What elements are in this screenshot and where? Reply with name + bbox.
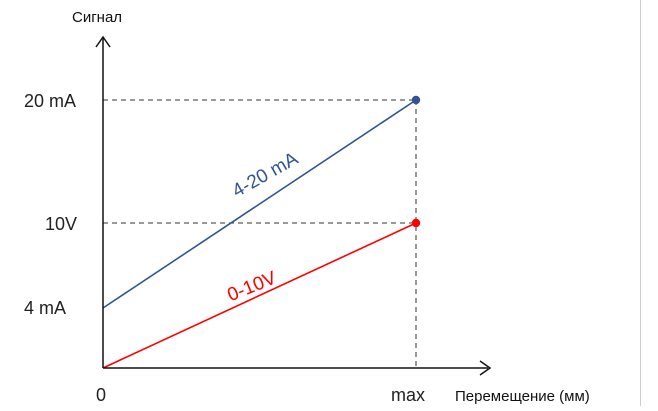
y-tick-label-10v: 10V bbox=[45, 214, 77, 234]
series-line-1 bbox=[102, 222, 417, 369]
y-axis-arrow-icon bbox=[95, 35, 111, 48]
series-end-point-0 bbox=[411, 95, 421, 105]
y-tick-label-20ma: 20 mA bbox=[24, 91, 76, 111]
y-tick-label-4ma: 4 mA bbox=[24, 298, 66, 318]
y-axis-title: Сигнал bbox=[72, 9, 122, 26]
series-end-point-1 bbox=[411, 218, 421, 228]
series-label-0: 4-20 mA bbox=[229, 148, 302, 202]
frame-border bbox=[640, 0, 641, 406]
x-tick-label-max: max bbox=[391, 385, 425, 405]
series-label-1: 0-10V bbox=[225, 268, 280, 307]
x-axis-title: Перемещение (мм) bbox=[455, 388, 590, 405]
labels: Сигнал Перемещение (мм) 0 max 4 mA 10V 2… bbox=[24, 9, 590, 405]
reference-lines bbox=[103, 99, 417, 368]
x-axis-arrow-icon bbox=[479, 360, 492, 376]
series-line-0 bbox=[102, 99, 417, 309]
x-tick-label-0: 0 bbox=[96, 385, 106, 405]
axes bbox=[95, 35, 492, 376]
series-group: 4-20 mA 0-10V bbox=[102, 95, 421, 369]
